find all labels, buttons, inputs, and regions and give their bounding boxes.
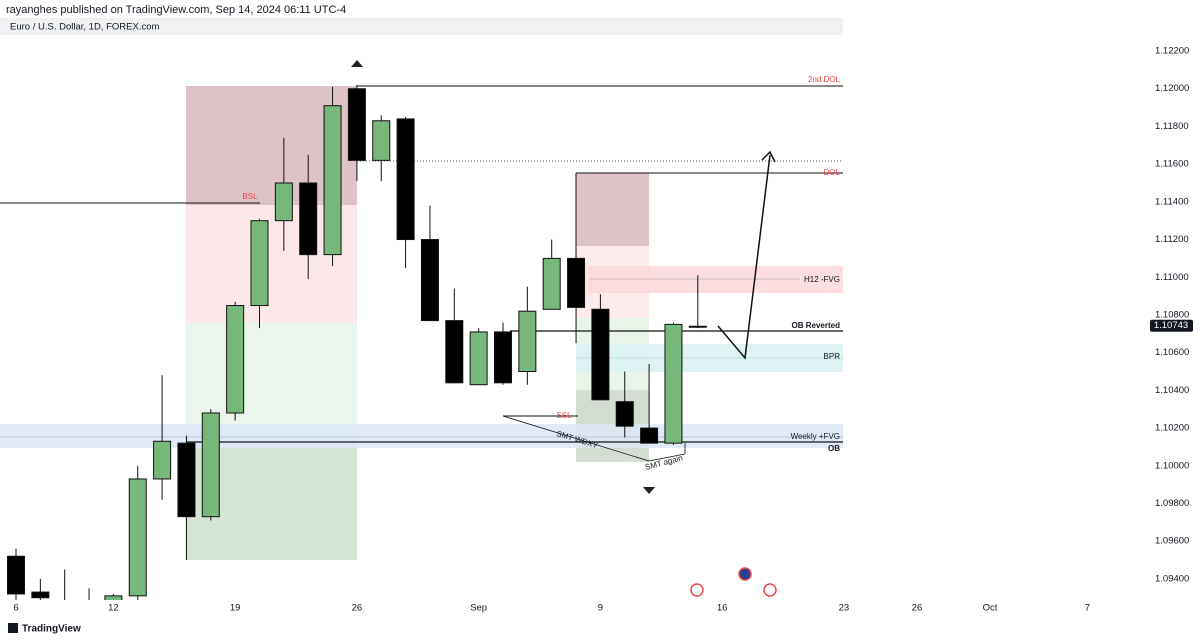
x-tick-label: Sep: [470, 603, 487, 614]
candle-body: [104, 595, 123, 600]
annotation: H12 -FVG: [804, 275, 840, 284]
y-tick-label: 1.12000: [1155, 83, 1189, 94]
candle-body: [518, 310, 537, 373]
candle-body: [372, 120, 391, 161]
candle-body: [226, 305, 245, 414]
annotation: OB Reverted: [792, 321, 841, 330]
y-tick-label: 1.11400: [1155, 196, 1189, 207]
drawings: [0, 85, 843, 462]
candle-body: [542, 257, 561, 310]
x-tick-label: 9: [598, 603, 603, 614]
x-tick-label: 12: [108, 603, 119, 614]
y-tick-label: 1.11600: [1155, 159, 1189, 170]
y-tick-label: 1.11200: [1155, 234, 1189, 245]
candle-body: [567, 257, 586, 308]
zones: [0, 86, 843, 560]
candle-body: [591, 308, 610, 401]
y-tick-label: 1.10600: [1155, 347, 1189, 358]
x-tick-label: 19: [230, 603, 241, 614]
x-tick-label: 7: [1085, 603, 1090, 614]
annotation: Weekly +FVG: [791, 432, 840, 441]
candle-body: [299, 182, 318, 256]
last-price-tag: [1150, 319, 1193, 332]
y-tick-label: 1.12200: [1155, 46, 1189, 57]
event-icons: [690, 567, 777, 597]
x-tick-label: 26: [352, 603, 363, 614]
y-tick-label: 1.09400: [1155, 573, 1189, 584]
y-tick-label: 1.11800: [1155, 121, 1189, 132]
annotation: SMT again: [644, 453, 684, 472]
annotation: 2nd DOL: [808, 75, 841, 84]
y-tick-label: 1.10000: [1155, 460, 1189, 471]
symbol-bar: [0, 18, 843, 35]
logo: [8, 623, 18, 633]
y-tick-label: 1.09600: [1155, 536, 1189, 547]
x-tick-label: 23: [839, 603, 850, 614]
candle-body: [128, 478, 147, 597]
candle-body: [6, 555, 25, 595]
y-tick-label: 1.10800: [1155, 309, 1189, 320]
annotation: BPR: [824, 352, 841, 361]
candle-body: [56, 607, 73, 616]
candle-body: [640, 427, 659, 444]
candle-body: [493, 331, 512, 384]
candle-body: [201, 412, 220, 518]
symbol: Euro / U.S. Dollar, 1D, FOREX.com: [10, 22, 159, 33]
candle-body: [615, 401, 634, 427]
candle-body: [31, 591, 50, 599]
candle-body: [323, 105, 342, 256]
high-marker: [351, 60, 363, 67]
y-tick-label: 1.10400: [1155, 385, 1189, 396]
annotation: OB: [828, 444, 840, 453]
y-tick-label: 1.10200: [1155, 423, 1189, 434]
x-tick-label: 6: [13, 603, 18, 614]
low-marker: [643, 487, 655, 494]
brand: TradingView: [22, 624, 81, 635]
candle-body: [469, 331, 488, 386]
annotation: SSL: [556, 411, 572, 420]
candle-body: [81, 620, 98, 626]
candle-body: [688, 325, 707, 328]
candle-body: [445, 320, 464, 384]
x-tick-label: 26: [912, 603, 923, 614]
last-price-label: 1.10743: [1154, 320, 1188, 331]
y-tick-label: 1.09800: [1155, 498, 1189, 509]
candle-body: [396, 118, 415, 241]
x-tick-label: Oct: [983, 603, 998, 614]
candle-body: [153, 440, 172, 480]
y-tick-label: 1.11000: [1155, 272, 1189, 283]
annotation: DOL: [824, 168, 841, 177]
candle-body: [177, 442, 196, 518]
candle-body: [347, 88, 366, 161]
candle-body: [420, 239, 439, 322]
publisher: rayanghes published on TradingView.com, …: [6, 4, 346, 16]
candle-body: [274, 182, 293, 222]
candle-body: [250, 220, 269, 307]
candles: [6, 84, 707, 626]
x-tick-label: 16: [717, 603, 728, 614]
annotation: BSL: [242, 192, 258, 201]
candle-body: [664, 323, 683, 444]
